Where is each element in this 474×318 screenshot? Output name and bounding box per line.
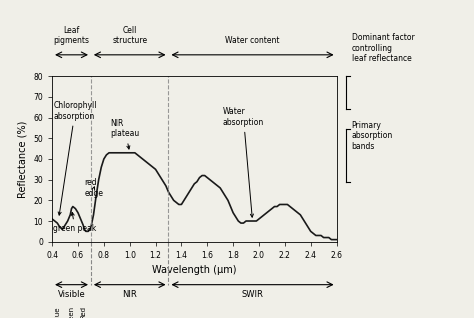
Y-axis label: Reflectance (%): Reflectance (%)	[18, 120, 28, 198]
Text: SWIR: SWIR	[242, 290, 264, 299]
Text: NIR
plateau: NIR plateau	[110, 119, 139, 149]
Text: Visible: Visible	[58, 290, 85, 299]
Text: red
edge: red edge	[84, 178, 103, 198]
Text: Chlorophyll
absorption: Chlorophyll absorption	[54, 101, 97, 215]
Text: Green: Green	[69, 306, 74, 318]
Text: green peak: green peak	[54, 212, 97, 233]
Text: Leaf
pigments: Leaf pigments	[54, 25, 90, 45]
Text: Primary
absorption
bands: Primary absorption bands	[352, 121, 393, 151]
X-axis label: Wavelength (μm): Wavelength (μm)	[152, 265, 237, 275]
Text: Dominant factor
controlling
leaf reflectance: Dominant factor controlling leaf reflect…	[352, 33, 414, 63]
Text: NIR: NIR	[122, 290, 137, 299]
Text: Blue: Blue	[55, 306, 60, 318]
Text: Red: Red	[80, 306, 86, 318]
Text: Water content: Water content	[225, 36, 280, 45]
Text: Water
absorption: Water absorption	[223, 107, 264, 217]
Text: Cell
structure: Cell structure	[112, 25, 147, 45]
